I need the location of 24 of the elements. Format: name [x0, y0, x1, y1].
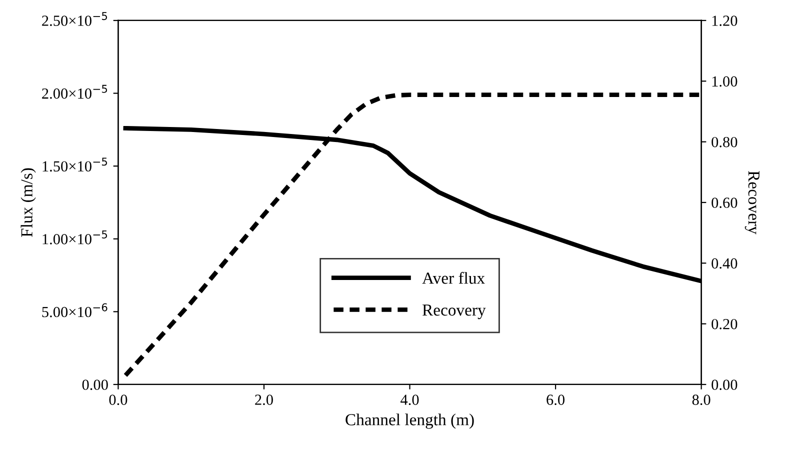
- x-axis-title: Channel length (m): [346, 414, 474, 429]
- y-tick-label: 5.00×10$^{−6}$: [42, 303, 108, 318]
- y-tick-label: 2.50×10$^{−5}$: [42, 12, 108, 26]
- y-axis-title: Flux (m/s): [20, 168, 36, 237]
- y-tick-label: 2.00×10$^{−5}$: [42, 84, 108, 99]
- y2-axis-title: Recovery: [744, 171, 760, 234]
- y2-tick-label: 1.00: [712, 76, 738, 87]
- x-tick-label: 6.0: [546, 394, 565, 406]
- y2-tick-label: 0.00: [712, 380, 738, 390]
- x-tick-label: 4.0: [400, 394, 419, 406]
- y-tick-label: 1.00×10$^{−5}$: [42, 230, 108, 244]
- x-tick-label: 2.0: [255, 394, 273, 406]
- x-tick-label: 8.0: [692, 394, 710, 406]
- y2-tick-label: 0.80: [712, 136, 738, 148]
- y-tick-label: 1.50×10$^{−5}$: [42, 158, 108, 172]
- y2-tick-label: 1.20: [712, 16, 738, 26]
- y-tick-label: 0.00: [82, 380, 108, 390]
- legend-label: Recovery: [422, 304, 486, 320]
- y2-tick-label: 0.20: [712, 318, 738, 330]
- x-tick-label: 0.0: [109, 394, 128, 406]
- y2-tick-label: 0.40: [712, 258, 738, 269]
- line-series: [123, 92, 702, 378]
- y2-tick-label: 0.60: [712, 198, 738, 208]
- legend-label: Aver flux: [422, 272, 485, 284]
